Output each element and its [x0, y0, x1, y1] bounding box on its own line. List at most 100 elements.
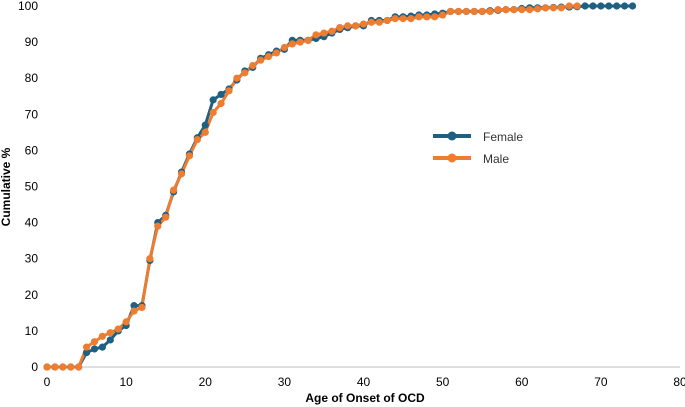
y-tick-label: 30: [25, 252, 39, 266]
legend-item-female: Female: [433, 130, 523, 144]
data-point: [391, 15, 399, 23]
data-point: [241, 69, 249, 77]
data-point: [399, 15, 407, 23]
data-point: [526, 6, 534, 14]
data-point: [193, 135, 201, 144]
data-point: [177, 170, 186, 178]
data-point: [518, 6, 526, 14]
data-point: [162, 213, 170, 221]
data-point: [589, 2, 597, 10]
x-tick-labels: 0 10 20 30 40 50 60 70 80: [44, 375, 685, 389]
data-point: [462, 7, 470, 16]
data-point: [431, 13, 439, 21]
x-tick-label: 40: [357, 375, 371, 389]
data-point: [106, 329, 114, 337]
data-point: [225, 87, 233, 95]
data-point: [75, 363, 83, 371]
series-points: [43, 2, 637, 371]
legend: Female Male: [433, 130, 523, 166]
data-point: [415, 13, 423, 21]
data-point: [344, 22, 352, 30]
data-point: [486, 7, 494, 16]
data-point: [320, 29, 328, 37]
data-point: [597, 2, 605, 10]
y-tick-label: 100: [18, 0, 38, 13]
y-tick-label: 0: [31, 360, 38, 374]
data-point: [272, 49, 281, 57]
data-point: [605, 2, 613, 10]
data-point: [201, 121, 209, 129]
data-point: [233, 74, 241, 82]
data-point: [122, 318, 130, 326]
data-point: [82, 348, 91, 357]
y-tick-label: 90: [25, 35, 39, 49]
x-tick-label: 20: [199, 375, 213, 389]
data-point: [98, 332, 106, 340]
data-point: [296, 38, 304, 46]
data-point: [541, 4, 550, 12]
data-point: [304, 36, 312, 44]
y-tick-label: 60: [25, 143, 39, 157]
data-point: [510, 6, 518, 14]
y-axis-title: Cumulative %: [0, 147, 13, 226]
data-point: [257, 56, 265, 64]
data-point: [613, 2, 621, 10]
data-point: [98, 343, 106, 351]
data-point: [90, 338, 99, 346]
data-point: [288, 40, 296, 48]
data-point: [628, 2, 637, 10]
data-point: [154, 222, 162, 230]
data-point: [494, 6, 502, 14]
y-tick-label: 40: [25, 216, 39, 230]
x-tick-label: 60: [515, 375, 529, 389]
data-point: [383, 16, 391, 25]
data-point: [106, 336, 114, 344]
data-point: [146, 255, 154, 263]
data-point: [264, 52, 273, 61]
data-point: [59, 363, 67, 371]
data-point: [312, 31, 320, 39]
data-point: [581, 2, 589, 10]
data-point: [209, 96, 217, 104]
data-point: [549, 4, 558, 12]
data-point: [217, 90, 225, 99]
data-point: [573, 2, 581, 10]
y-tick-label: 20: [25, 288, 39, 302]
data-point: [446, 7, 455, 16]
y-tick-labels: 0 10 20 30 40 50 60 70 80 90 100: [18, 0, 38, 374]
data-point: [407, 15, 415, 23]
data-point: [130, 302, 138, 310]
x-tick-label: 10: [119, 375, 133, 389]
x-tick-label: 70: [594, 375, 608, 389]
y-tick-label: 70: [25, 107, 39, 121]
data-point: [336, 24, 344, 32]
data-point: [454, 7, 463, 16]
legend-label-female: Female: [483, 130, 523, 144]
data-point: [359, 20, 368, 28]
y-tick-label: 10: [25, 324, 39, 338]
data-point: [470, 7, 478, 16]
series-line-male: [47, 4, 578, 369]
data-point: [621, 2, 629, 10]
x-tick-label: 0: [44, 375, 51, 389]
x-tick-label: 30: [278, 375, 292, 389]
x-tick-label: 50: [436, 375, 450, 389]
data-point: [114, 325, 122, 333]
data-point: [67, 363, 75, 371]
data-point: [138, 303, 146, 312]
data-point: [217, 99, 225, 108]
data-point: [439, 11, 447, 19]
data-point: [90, 345, 99, 353]
data-point: [82, 343, 91, 351]
data-point: [209, 108, 217, 117]
data-point: [367, 18, 376, 26]
data-point: [565, 2, 573, 10]
data-point: [249, 61, 257, 70]
data-point: [557, 4, 565, 12]
data-point: [130, 307, 138, 315]
data-point: [502, 6, 510, 14]
legend-label-male: Male: [483, 152, 509, 166]
series-points-male: [43, 2, 581, 371]
y-tick-label: 50: [25, 180, 39, 194]
